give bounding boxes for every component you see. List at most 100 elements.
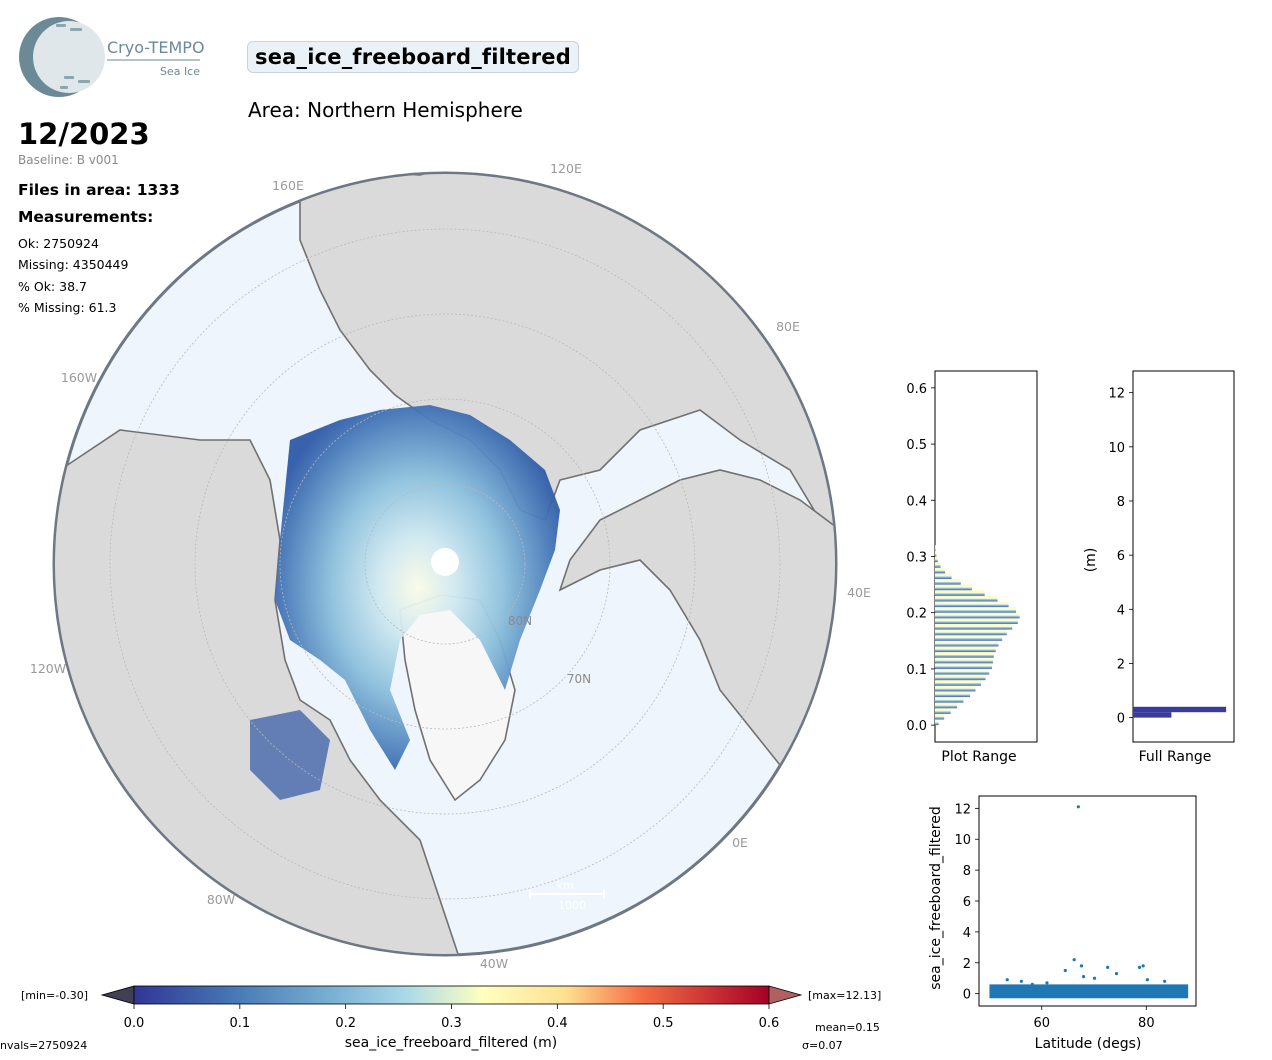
- histogram-full-range: 0 2 4 6 8 10 12 Full Range (m): [1083, 370, 1235, 765]
- colorbar-min-label: [min=-0.30]: [21, 989, 88, 1002]
- hist2-ylabel: (m): [1083, 548, 1099, 573]
- lon-label-40e: 40E: [847, 585, 871, 600]
- colorbar-tick-label: 0.0: [124, 1016, 145, 1031]
- colorbar-max-arrow: [768, 985, 803, 1005]
- hist1-bar: [935, 663, 993, 669]
- lat-label-70n: 70N: [567, 672, 591, 686]
- hist1-bar: [935, 629, 1007, 636]
- cryo-tempo-logo: Cryo-TEMPO Sea Ice: [19, 17, 205, 97]
- scatter-point: [1072, 958, 1076, 962]
- hist2-bar: [1133, 706, 1227, 713]
- hist1-bar: [935, 590, 985, 596]
- hist1-bar: [935, 601, 1009, 608]
- hist1-bar: [935, 652, 994, 658]
- scatter-ytick-label: 4: [963, 926, 971, 941]
- hist1-bar: [935, 584, 972, 591]
- scatter-xtick-label: 80: [1138, 1016, 1155, 1031]
- logo-moon-inner: [33, 21, 105, 93]
- sea-ice-field: [275, 405, 560, 770]
- land-europe: [558, 469, 835, 792]
- logo-subtitle: Sea Ice: [160, 65, 200, 78]
- colorbar-min-arrow: [100, 985, 135, 1005]
- hist1-ytick-label: 0.4: [906, 494, 927, 509]
- hist1-ytick-label: 0.3: [906, 551, 927, 566]
- hist1-bar: [935, 640, 999, 647]
- hist1-ytick-label: 0.1: [906, 663, 927, 678]
- scatter-xtick-label: 60: [1033, 1016, 1050, 1031]
- parameter-title: sea_ice_freeboard_filtered: [247, 41, 579, 73]
- hist1-bar: [935, 612, 1020, 619]
- hist1-bar: [935, 556, 938, 563]
- stat-ok: Ok: 2750924: [18, 236, 99, 251]
- hist2-ytick-label: 6: [1117, 549, 1125, 564]
- hist2-xlabel: Full Range: [1139, 749, 1212, 765]
- hist1-bar: [935, 719, 939, 726]
- hist1-bar: [935, 578, 961, 585]
- hist1-bar: [935, 657, 993, 664]
- hist1-ytick-label: 0.2: [906, 607, 927, 622]
- colorbar: [min=-0.30] [max=12.13] 0.0 0.1 0.2 0.3 0.4 0…: [0, 985, 881, 1052]
- scatter-latitude: 0 2 4 6 8 10 12 60 80 Latitude (degs) sea_ice_fr…: [928, 795, 1197, 1052]
- hist1-bar: [935, 680, 981, 686]
- mean-label: mean=0.15: [815, 1021, 880, 1034]
- hist1-bar: [935, 567, 946, 574]
- area-label: Area: Northern Hemisphere: [248, 98, 523, 122]
- stat-missing: Missing: 4350449: [18, 257, 129, 272]
- hist1-ytick-label: 0.0: [906, 719, 927, 734]
- hist1-ytick-label: 0.5: [906, 438, 927, 453]
- sea-ice-lower: [250, 710, 330, 800]
- scatter-point: [1137, 965, 1142, 969]
- colorbar-tick-label: 0.2: [335, 1016, 356, 1031]
- scatter-ytick-label: 2: [963, 957, 971, 972]
- hist1-bar: [935, 697, 964, 703]
- scatter-point: [1106, 965, 1110, 969]
- colorbar-tick-label: 0.5: [653, 1016, 674, 1031]
- colorbar-tick-label: 0.4: [547, 1016, 568, 1031]
- measurements-title: Measurements:: [18, 208, 154, 226]
- lon-label-80w: 80W: [207, 892, 235, 907]
- scatter-ytick-label: 6: [963, 895, 971, 910]
- lon-label-160e: 160E: [272, 178, 304, 193]
- hist1-bar: [935, 668, 990, 675]
- scatter-ytick-label: 8: [963, 864, 971, 879]
- graticule: [109, 228, 781, 900]
- hist1-xlabel: Plot Range: [941, 749, 1016, 765]
- logo-title: Cryo-TEMPO: [107, 38, 205, 57]
- colorbar-tick-label: 0.3: [441, 1016, 462, 1031]
- hist1-bar: [935, 595, 998, 602]
- scatter-point: [1081, 975, 1086, 979]
- scatter-point: [1145, 978, 1149, 982]
- lon-label-160w: 160W: [61, 370, 97, 385]
- hist1-bar: [935, 573, 952, 579]
- date-label: 12/2023: [18, 117, 150, 151]
- baseline-label: Baseline: B v001: [18, 153, 119, 167]
- hist2-ytick-label: 0: [1117, 712, 1125, 727]
- hist2-bar: [1133, 712, 1172, 718]
- hist1-bar: [935, 691, 970, 698]
- scale-bar-value: 1000: [558, 899, 586, 912]
- hist1-bar: [935, 623, 1013, 630]
- scatter-point: [1076, 805, 1080, 809]
- hist2-frame: [1132, 370, 1235, 743]
- scatter-point: [1114, 971, 1119, 976]
- scatter-point: [1079, 964, 1084, 968]
- histogram-plot-range: 0.0 0.1 0.2 0.3 0.4 0.5 0.6 Plot Range: [906, 370, 1038, 765]
- lon-label-120e: 120E: [550, 161, 582, 176]
- scale-bar-unit: km: [556, 879, 573, 892]
- lat-label-80n: 80N: [508, 614, 532, 628]
- scatter-ytick-label: 0: [963, 988, 971, 1003]
- colorbar-tick-label: 0.1: [229, 1016, 250, 1031]
- hist1-bar: [935, 685, 976, 692]
- scatter-frame: [978, 795, 1197, 1007]
- hist1-bar: [935, 674, 986, 681]
- colorbar-max-label: [max=12.13]: [808, 989, 881, 1002]
- colorbar-ticks: 0.0 0.1 0.2 0.3 0.4 0.5 0.6: [124, 1004, 779, 1031]
- hist1-bar: [935, 607, 1016, 613]
- hist2-ytick-label: 12: [1108, 387, 1125, 402]
- hist2-ytick-label: 4: [1117, 603, 1125, 618]
- hist2-ytick-label: 10: [1108, 441, 1125, 456]
- hist1-bar: [935, 702, 958, 709]
- polar-map[interactable]: km 1000 120E 160E 80E 160W 40E 120W 0E 8…: [0, 0, 900, 990]
- hist1-ytick-label: 0.6: [906, 382, 927, 397]
- hist1-bar: [935, 635, 1003, 641]
